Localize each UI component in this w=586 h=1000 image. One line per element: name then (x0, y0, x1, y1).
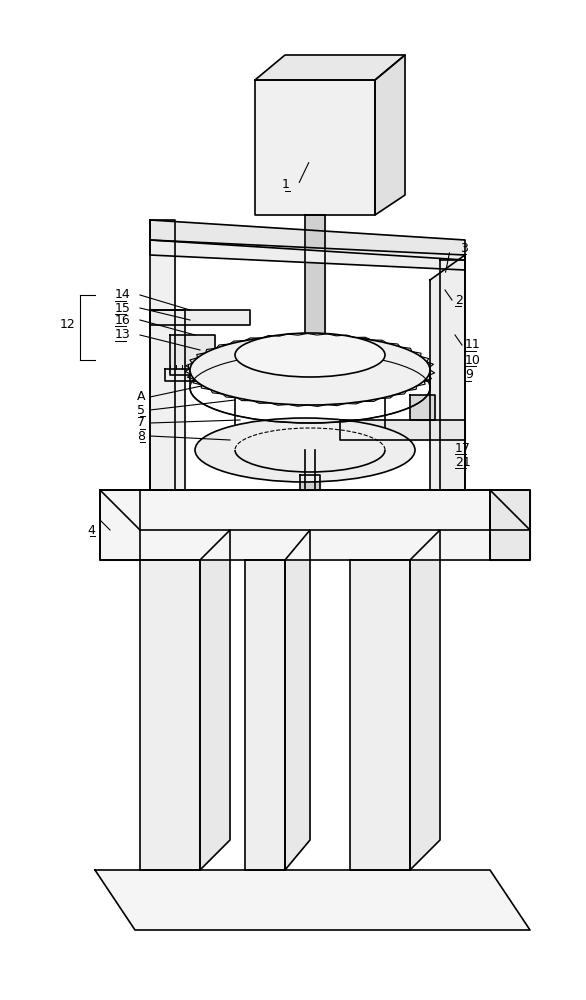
Text: 21: 21 (455, 456, 471, 468)
Polygon shape (100, 490, 530, 530)
Ellipse shape (235, 333, 385, 377)
Polygon shape (430, 255, 465, 490)
Polygon shape (170, 335, 215, 375)
Polygon shape (375, 55, 405, 215)
Ellipse shape (190, 335, 430, 405)
Text: 2: 2 (455, 294, 463, 306)
Text: 10: 10 (465, 354, 481, 366)
Text: 5: 5 (137, 403, 145, 416)
Polygon shape (150, 310, 185, 490)
Polygon shape (440, 260, 465, 490)
Polygon shape (350, 560, 410, 870)
Polygon shape (255, 55, 405, 80)
Polygon shape (340, 420, 465, 440)
Ellipse shape (195, 418, 415, 482)
Polygon shape (490, 490, 530, 560)
Polygon shape (100, 490, 490, 560)
Polygon shape (165, 369, 430, 381)
Text: 12: 12 (59, 318, 75, 332)
Text: 8: 8 (137, 430, 145, 442)
Text: 14: 14 (115, 288, 131, 302)
Text: 17: 17 (455, 442, 471, 454)
Text: 11: 11 (465, 338, 481, 352)
Polygon shape (95, 870, 530, 930)
Polygon shape (150, 220, 175, 490)
Text: 3: 3 (460, 241, 468, 254)
Text: 9: 9 (465, 368, 473, 381)
Polygon shape (245, 560, 285, 870)
Polygon shape (490, 490, 530, 560)
Text: 4: 4 (87, 524, 95, 536)
Polygon shape (285, 530, 310, 870)
Polygon shape (100, 490, 140, 560)
Polygon shape (140, 560, 200, 870)
Polygon shape (150, 220, 465, 260)
Text: 16: 16 (115, 314, 131, 326)
Polygon shape (410, 395, 435, 420)
Polygon shape (305, 215, 325, 340)
Text: A: A (137, 390, 145, 403)
Polygon shape (150, 240, 465, 270)
Text: 1: 1 (282, 178, 290, 192)
Text: 15: 15 (115, 302, 131, 314)
Polygon shape (410, 530, 440, 870)
Polygon shape (255, 80, 375, 215)
Text: 13: 13 (115, 328, 131, 342)
Polygon shape (150, 310, 250, 325)
Polygon shape (200, 530, 230, 870)
Polygon shape (300, 475, 320, 490)
Text: 7: 7 (137, 416, 145, 430)
